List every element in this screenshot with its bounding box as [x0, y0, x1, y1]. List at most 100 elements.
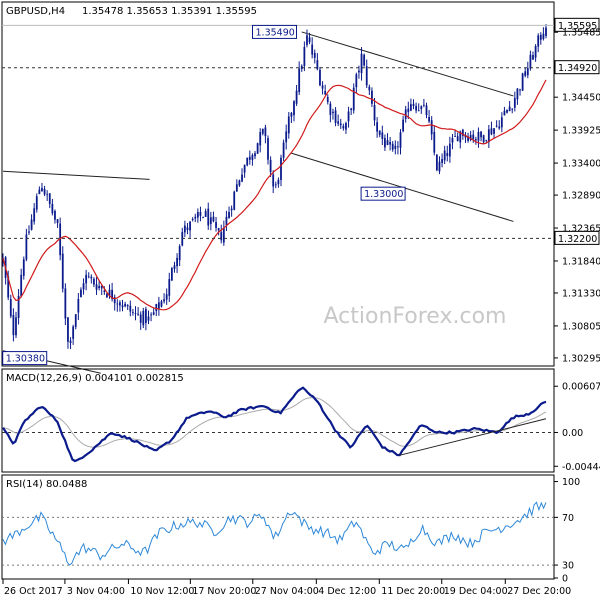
candle-body	[41, 187, 43, 192]
candle-body	[358, 70, 360, 73]
candle-body	[542, 33, 545, 39]
candle-body	[493, 128, 495, 134]
candle-body	[150, 314, 152, 316]
candle-body	[303, 47, 306, 67]
level-box	[554, 230, 600, 245]
candle-body	[67, 317, 69, 342]
candle-body	[48, 193, 51, 204]
candle-body	[537, 35, 540, 47]
y-tick-label: 1.31840	[562, 256, 600, 267]
x-tick-label: 19 Dec 04:00	[444, 586, 508, 597]
candle-body	[235, 184, 238, 192]
annotation-label: 1.33000	[364, 189, 403, 200]
candle-body	[451, 138, 454, 143]
candle-body	[152, 312, 155, 315]
candle-body	[176, 257, 178, 267]
candle-body	[215, 222, 217, 228]
candle-body	[267, 138, 269, 160]
candle-body	[178, 246, 181, 261]
candle-body	[487, 129, 490, 143]
candle-body	[241, 174, 243, 182]
candle-body	[222, 227, 225, 243]
candle-body	[43, 189, 46, 195]
candle-body	[412, 103, 415, 106]
candle-body	[248, 156, 251, 160]
candle-body	[337, 121, 340, 124]
candle-body	[329, 103, 332, 115]
price-panel: ActionForex.com 1.35595 1.34920 1.32200 1.…	[1, 1, 600, 374]
x-tick-label: 11 Dec 20:00	[381, 586, 445, 597]
candle-body	[80, 289, 82, 298]
candle-body	[51, 203, 54, 214]
candle-body	[469, 135, 472, 140]
candle-body	[15, 317, 17, 336]
candle-body	[545, 27, 547, 36]
candle-body	[106, 293, 108, 298]
candle-body	[17, 295, 20, 319]
candle-body	[93, 278, 95, 285]
candle-body	[103, 290, 106, 292]
candle-body	[456, 136, 459, 142]
candle-body	[56, 219, 59, 224]
candle-body	[243, 164, 246, 173]
candle-body	[269, 159, 272, 173]
candle-body	[298, 68, 301, 93]
candle-body	[139, 314, 142, 323]
candle-body	[495, 125, 498, 127]
candle-body	[430, 120, 433, 135]
candle-body	[217, 228, 220, 231]
candle-body	[532, 55, 534, 60]
annotation-box	[360, 186, 406, 201]
rsi-header: RSI(14) 80.0488	[6, 479, 87, 490]
y-tick-label: 1.34450	[562, 93, 600, 104]
y-tick-label: 1.30295	[562, 353, 600, 364]
candle-body	[259, 132, 262, 146]
candle-body	[321, 85, 324, 89]
candle-body	[90, 276, 93, 279]
candle-body	[126, 305, 129, 307]
candle-body	[121, 305, 124, 308]
y-tick-label: 1.32890	[562, 191, 600, 202]
rsi-panel: 100 70 30 0 RSI(14) 80.0488	[1, 474, 580, 585]
candle-body	[74, 314, 77, 327]
candle-body	[225, 216, 228, 226]
candle-body	[30, 219, 33, 230]
rsi-line	[2, 501, 547, 566]
candle-body	[313, 52, 316, 58]
candle-body	[319, 69, 321, 86]
candle-body	[365, 66, 368, 86]
candle-body	[157, 302, 160, 309]
candle-body	[165, 294, 168, 300]
candle-body	[155, 304, 158, 312]
candle-body	[425, 105, 428, 116]
candle-body	[506, 109, 508, 113]
candle-body	[435, 154, 438, 171]
candle-body	[264, 127, 267, 137]
candle-body	[108, 289, 111, 297]
candle-body	[277, 179, 280, 185]
level-box	[554, 60, 600, 75]
macd-header: MACD(12,26,9) 0.004101 0.002815	[6, 373, 184, 384]
candle-body	[20, 274, 23, 297]
candle-body	[194, 216, 197, 219]
candle-body	[386, 140, 389, 146]
candle-body	[199, 211, 202, 216]
candle-body	[209, 217, 212, 224]
macd-y-tick-label: 0.006073	[562, 382, 600, 393]
y-tick-label: 1.30805	[562, 321, 600, 332]
candle-body	[202, 216, 204, 218]
candle-body	[228, 211, 230, 219]
annotation-label: 1.35490	[256, 27, 295, 38]
candle-body	[69, 340, 72, 344]
candle-body	[384, 138, 386, 148]
ohlc-header: 1.35478 1.35653 1.35391 1.35595	[82, 6, 257, 17]
y-tick-label: 1.35485	[562, 28, 600, 39]
candle-body	[59, 223, 62, 256]
candle-body	[433, 131, 436, 153]
trendline	[2, 170, 150, 180]
candle-body	[33, 208, 36, 222]
candle-body	[196, 212, 199, 218]
candle-body	[363, 54, 366, 66]
candle-body	[132, 312, 134, 314]
